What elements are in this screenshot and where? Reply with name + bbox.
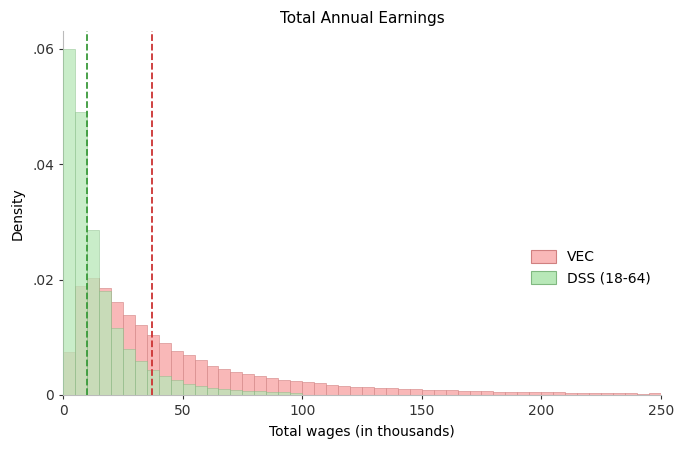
- Bar: [386, 388, 398, 395]
- Bar: [87, 230, 99, 395]
- Bar: [219, 369, 230, 395]
- Bar: [63, 49, 75, 395]
- Bar: [183, 356, 195, 395]
- Bar: [219, 389, 230, 395]
- Bar: [99, 292, 111, 395]
- Bar: [589, 392, 601, 395]
- Bar: [410, 390, 422, 395]
- Bar: [171, 380, 183, 395]
- Bar: [230, 372, 242, 395]
- Bar: [482, 392, 493, 395]
- Bar: [422, 390, 434, 395]
- Bar: [147, 370, 159, 395]
- Bar: [135, 361, 147, 395]
- Bar: [649, 393, 661, 395]
- Bar: [183, 384, 195, 395]
- Bar: [517, 392, 530, 395]
- Bar: [506, 392, 517, 395]
- Bar: [230, 390, 242, 395]
- Bar: [266, 378, 278, 395]
- Bar: [362, 387, 374, 395]
- Title: Total Annual Earnings: Total Annual Earnings: [279, 11, 445, 26]
- Bar: [123, 349, 135, 395]
- Bar: [577, 393, 589, 395]
- Bar: [63, 352, 75, 395]
- Bar: [195, 360, 206, 395]
- Bar: [530, 392, 541, 395]
- Bar: [637, 394, 649, 395]
- Bar: [601, 393, 613, 395]
- Bar: [242, 391, 254, 395]
- Bar: [290, 382, 302, 395]
- Bar: [314, 383, 326, 395]
- Bar: [613, 393, 625, 395]
- Bar: [75, 286, 87, 395]
- Bar: [625, 393, 637, 395]
- Bar: [147, 335, 159, 395]
- Bar: [290, 393, 302, 395]
- Bar: [553, 392, 565, 395]
- Bar: [75, 112, 87, 395]
- Bar: [206, 388, 219, 395]
- Bar: [159, 343, 171, 395]
- Bar: [458, 391, 469, 395]
- Bar: [541, 392, 553, 395]
- Bar: [326, 385, 338, 395]
- Bar: [338, 386, 350, 395]
- Bar: [434, 390, 446, 395]
- Bar: [278, 392, 290, 395]
- Legend: VEC, DSS (18-64): VEC, DSS (18-64): [531, 250, 651, 285]
- Bar: [398, 389, 410, 395]
- Bar: [278, 380, 290, 395]
- Bar: [446, 390, 458, 395]
- Bar: [254, 392, 266, 395]
- Bar: [374, 387, 386, 395]
- Bar: [87, 278, 99, 395]
- Bar: [206, 366, 219, 395]
- Bar: [159, 376, 171, 395]
- Bar: [111, 328, 123, 395]
- Bar: [254, 376, 266, 395]
- Bar: [171, 351, 183, 395]
- Bar: [493, 392, 506, 395]
- Bar: [195, 387, 206, 395]
- Bar: [135, 325, 147, 395]
- Bar: [123, 315, 135, 395]
- Bar: [266, 392, 278, 395]
- Bar: [350, 387, 362, 395]
- Y-axis label: Density: Density: [11, 187, 25, 239]
- Bar: [111, 302, 123, 395]
- X-axis label: Total wages (in thousands): Total wages (in thousands): [269, 425, 455, 439]
- Bar: [99, 288, 111, 395]
- Bar: [302, 382, 314, 395]
- Bar: [242, 374, 254, 395]
- Bar: [469, 392, 482, 395]
- Bar: [565, 393, 577, 395]
